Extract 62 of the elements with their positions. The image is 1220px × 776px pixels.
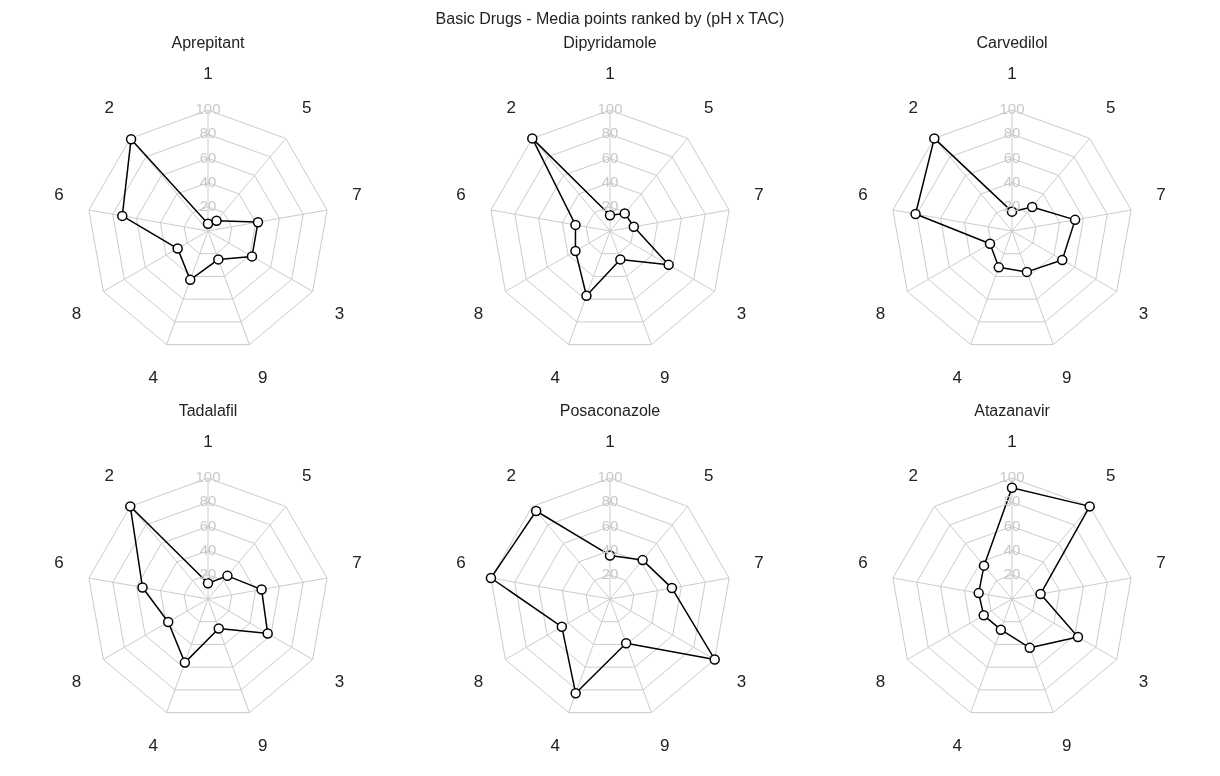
chart-title: Atazanavir: [974, 402, 1051, 420]
spoke-label: 2: [908, 98, 918, 118]
spoke-label: 1: [1007, 64, 1017, 84]
spoke-label: 4: [952, 368, 962, 388]
spoke-label: 5: [704, 98, 714, 118]
spoke-label: 2: [908, 466, 918, 486]
spoke-label: 7: [754, 185, 764, 205]
spoke-label: 7: [1156, 553, 1166, 573]
spoke-label: 1: [605, 432, 615, 452]
spoke-label: 3: [334, 672, 345, 692]
spoke-label: 9: [660, 368, 670, 388]
spoke-label: 6: [54, 553, 64, 573]
spoke-label: 9: [258, 736, 268, 756]
spoke-label: 9: [660, 736, 670, 756]
spoke-label: 7: [352, 185, 362, 205]
chart-title: Carvedilol: [976, 34, 1048, 52]
spoke-label: 4: [148, 368, 158, 388]
spoke-label: 3: [334, 304, 345, 324]
spoke-label: 7: [754, 553, 764, 573]
spoke-label: 5: [302, 98, 312, 118]
spoke-label: 8: [875, 672, 886, 692]
spoke-label: 2: [104, 466, 114, 486]
spoke-label: 9: [1062, 368, 1072, 388]
spoke-label: 5: [302, 466, 312, 486]
spoke-label: 7: [352, 553, 362, 573]
spoke-label: 2: [104, 98, 114, 118]
spoke-label: 2: [506, 466, 516, 486]
spoke-label: 6: [456, 553, 466, 573]
spoke-label: 5: [704, 466, 714, 486]
spoke-label: 4: [148, 736, 158, 756]
spoke-label: 9: [1062, 736, 1072, 756]
spoke-label: 1: [203, 432, 213, 452]
spoke-label: 6: [456, 185, 466, 205]
text: Basic Drugs - Media points ranked by (pH x TAC): [434, 9, 786, 29]
spoke-label: 4: [952, 736, 962, 756]
spoke-label: 6: [858, 553, 868, 573]
spoke-label: 3: [736, 304, 747, 324]
spoke-label: 1: [605, 64, 615, 84]
spoke-label: 9: [258, 368, 268, 388]
spoke-label: 4: [550, 368, 560, 388]
chart-title: Dipyridamole: [563, 34, 657, 52]
spoke-label: 4: [550, 736, 560, 756]
spoke-label: 8: [71, 304, 82, 324]
chart-title: Tadalafil: [178, 402, 238, 420]
y-tick-label: 20: [199, 564, 217, 582]
spoke-label: 7: [1156, 185, 1166, 205]
spoke-label: 6: [54, 185, 64, 205]
spoke-label: 2: [506, 98, 516, 118]
spoke-label: 8: [473, 672, 484, 692]
spoke-label: 5: [1106, 98, 1116, 118]
spoke-label: 3: [1138, 304, 1149, 324]
spoke-label: 3: [736, 672, 747, 692]
spoke-label: 8: [473, 304, 484, 324]
spoke-label: 1: [203, 64, 213, 84]
spoke-label: 6: [858, 185, 868, 205]
spoke-label: 8: [875, 304, 886, 324]
spoke-label: 8: [71, 672, 82, 692]
spoke-label: 3: [1138, 672, 1149, 692]
spoke-label: 5: [1106, 466, 1116, 486]
spoke-label: 1: [1007, 432, 1017, 452]
chart-title: Posaconazole: [559, 402, 661, 420]
chart-title: Aprepitant: [171, 34, 246, 52]
